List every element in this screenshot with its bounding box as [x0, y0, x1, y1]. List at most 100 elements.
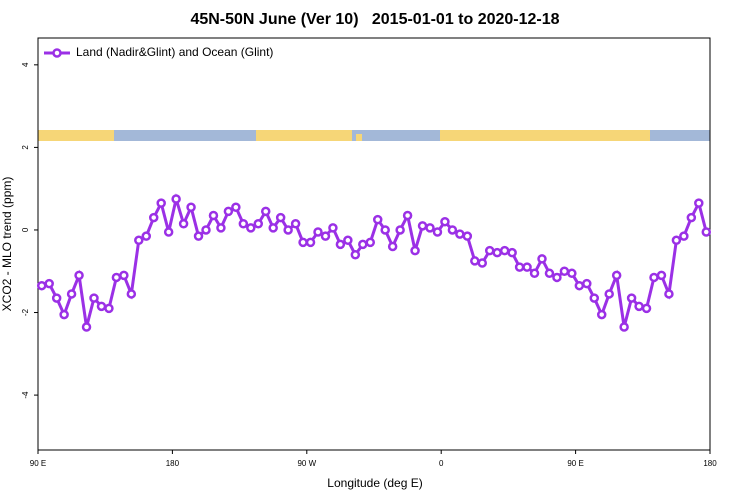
point	[499, 245, 510, 256]
point	[372, 214, 383, 225]
x-tick-label: 180	[703, 459, 717, 468]
point	[208, 210, 219, 221]
point	[395, 225, 405, 235]
point	[552, 272, 562, 283]
point	[410, 245, 420, 256]
point	[507, 247, 517, 258]
point	[447, 225, 458, 235]
point	[440, 216, 450, 227]
land	[38, 130, 114, 141]
point	[544, 268, 555, 279]
point	[313, 227, 323, 237]
point	[425, 223, 435, 233]
point	[604, 289, 614, 299]
point	[119, 270, 129, 281]
point	[582, 278, 592, 289]
point	[66, 289, 77, 299]
x-tick-label: 180	[166, 459, 180, 468]
chart-title: 45N-50N June (Ver 10) 2015-01-01 to 2020…	[190, 11, 559, 28]
point	[455, 229, 465, 239]
point	[283, 225, 293, 235]
point	[559, 266, 570, 276]
y-tick-label: 0	[21, 227, 30, 232]
point	[320, 231, 331, 241]
point	[679, 231, 689, 241]
point	[36, 280, 47, 291]
point	[402, 210, 413, 221]
x-axis-label: Longitude (deg E)	[327, 476, 422, 490]
y-axis-label: XCO2 - MLO trend (ppm)	[0, 177, 14, 312]
point	[156, 198, 166, 208]
point	[44, 278, 54, 289]
point	[462, 231, 473, 241]
point	[178, 219, 189, 229]
ocean	[38, 130, 710, 141]
point	[664, 289, 674, 299]
point	[111, 272, 122, 283]
point	[686, 212, 697, 223]
point	[694, 198, 704, 208]
point	[387, 241, 398, 252]
point	[671, 235, 682, 246]
point	[163, 227, 174, 237]
land	[256, 130, 352, 141]
point	[529, 268, 540, 279]
point	[335, 239, 346, 250]
point	[253, 219, 264, 229]
point	[74, 270, 84, 281]
point	[238, 219, 249, 229]
x-tick-label: 90 W	[297, 459, 316, 468]
x-tick-label: 0	[439, 459, 444, 468]
point	[656, 270, 667, 281]
point	[596, 309, 607, 320]
point	[231, 202, 241, 213]
point	[305, 237, 316, 248]
point	[148, 212, 159, 223]
point	[104, 303, 114, 314]
point	[514, 262, 525, 272]
point	[350, 249, 361, 260]
point	[223, 206, 234, 217]
point	[89, 293, 99, 303]
x-tick-label: 90 E	[30, 459, 46, 468]
legend-marker	[52, 48, 62, 58]
point	[365, 237, 376, 248]
point	[290, 219, 301, 229]
point	[193, 231, 204, 241]
point	[470, 256, 480, 266]
point	[51, 293, 62, 303]
point	[134, 235, 144, 246]
plot-frame	[37, 37, 711, 451]
point	[171, 194, 181, 204]
land	[356, 134, 362, 141]
point	[246, 223, 256, 233]
point	[268, 223, 278, 233]
point	[567, 268, 577, 279]
point	[96, 301, 107, 312]
point	[186, 202, 196, 213]
point	[701, 227, 712, 237]
y-tick-label: -2	[21, 308, 30, 316]
point	[589, 293, 600, 303]
y-tick-label: 2	[21, 145, 30, 150]
point	[634, 301, 644, 312]
point	[260, 206, 271, 217]
x-tick-label: 90 E	[567, 459, 583, 468]
point	[641, 303, 652, 314]
point	[216, 223, 226, 233]
point	[492, 247, 502, 258]
land	[440, 130, 650, 141]
point	[626, 293, 637, 303]
land-ocean-strip	[38, 130, 710, 141]
point	[574, 280, 585, 291]
point	[298, 237, 308, 248]
point	[522, 262, 532, 272]
point	[126, 289, 137, 299]
y-tick-label: -4	[21, 391, 30, 399]
point	[417, 221, 428, 231]
point	[484, 245, 495, 256]
point	[59, 309, 69, 320]
point	[649, 272, 659, 283]
point	[81, 322, 92, 332]
